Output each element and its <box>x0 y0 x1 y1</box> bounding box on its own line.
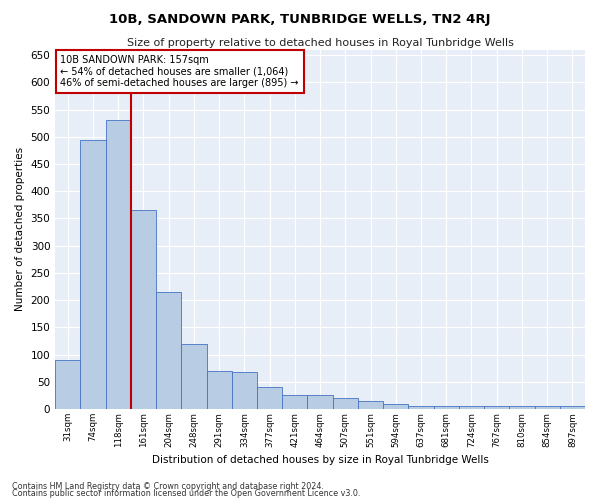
Text: 10B SANDOWN PARK: 157sqm
← 54% of detached houses are smaller (1,064)
46% of sem: 10B SANDOWN PARK: 157sqm ← 54% of detach… <box>61 55 299 88</box>
Bar <box>206 371 232 409</box>
Bar <box>80 140 106 409</box>
Bar <box>434 406 459 409</box>
Bar <box>307 396 332 409</box>
Title: Size of property relative to detached houses in Royal Tunbridge Wells: Size of property relative to detached ho… <box>127 38 514 48</box>
Y-axis label: Number of detached properties: Number of detached properties <box>15 148 25 312</box>
Bar <box>358 401 383 409</box>
Bar <box>131 210 156 409</box>
Bar <box>535 406 560 409</box>
Bar <box>509 406 535 409</box>
Text: Contains public sector information licensed under the Open Government Licence v3: Contains public sector information licen… <box>12 489 361 498</box>
Bar <box>257 387 282 409</box>
Bar <box>459 406 484 409</box>
Bar <box>232 372 257 409</box>
Bar <box>55 360 80 409</box>
Bar <box>484 406 509 409</box>
Bar <box>332 398 358 409</box>
Bar <box>560 406 585 409</box>
Bar <box>181 344 206 409</box>
Bar <box>409 406 434 409</box>
Bar <box>106 120 131 409</box>
Bar <box>383 404 409 409</box>
Bar <box>282 396 307 409</box>
X-axis label: Distribution of detached houses by size in Royal Tunbridge Wells: Distribution of detached houses by size … <box>152 455 488 465</box>
Text: Contains HM Land Registry data © Crown copyright and database right 2024.: Contains HM Land Registry data © Crown c… <box>12 482 324 491</box>
Bar <box>156 292 181 409</box>
Text: 10B, SANDOWN PARK, TUNBRIDGE WELLS, TN2 4RJ: 10B, SANDOWN PARK, TUNBRIDGE WELLS, TN2 … <box>109 12 491 26</box>
